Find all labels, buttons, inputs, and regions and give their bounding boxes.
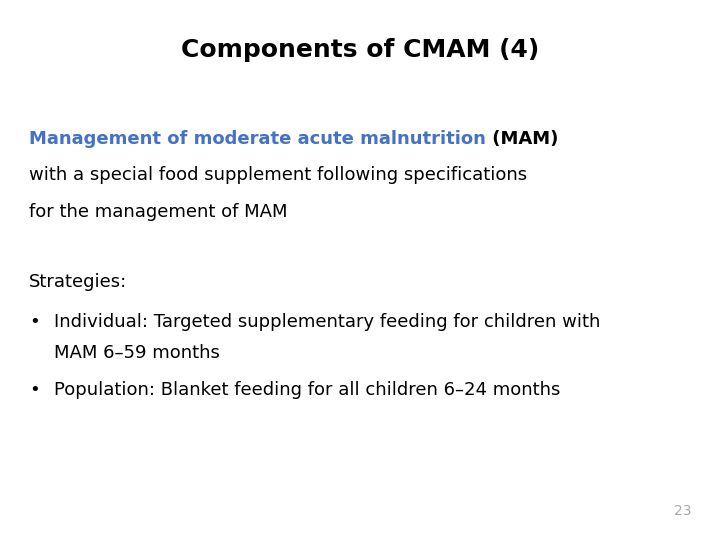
- Text: Components of CMAM (4): Components of CMAM (4): [181, 38, 539, 62]
- Text: (MAM): (MAM): [486, 130, 558, 147]
- Text: Population: Blanket feeding for all children 6–24 months: Population: Blanket feeding for all chil…: [54, 381, 560, 399]
- Text: Strategies:: Strategies:: [29, 273, 127, 291]
- Text: 23: 23: [674, 504, 691, 518]
- Text: Individual: Targeted supplementary feeding for children with: Individual: Targeted supplementary feedi…: [54, 313, 600, 331]
- Text: Management of moderate acute malnutrition: Management of moderate acute malnutritio…: [29, 130, 486, 147]
- Text: for the management of MAM: for the management of MAM: [29, 203, 287, 221]
- Text: •: •: [29, 381, 40, 399]
- Text: MAM 6–59 months: MAM 6–59 months: [54, 345, 220, 362]
- Text: with a special food supplement following specifications: with a special food supplement following…: [29, 166, 527, 184]
- Text: •: •: [29, 313, 40, 331]
